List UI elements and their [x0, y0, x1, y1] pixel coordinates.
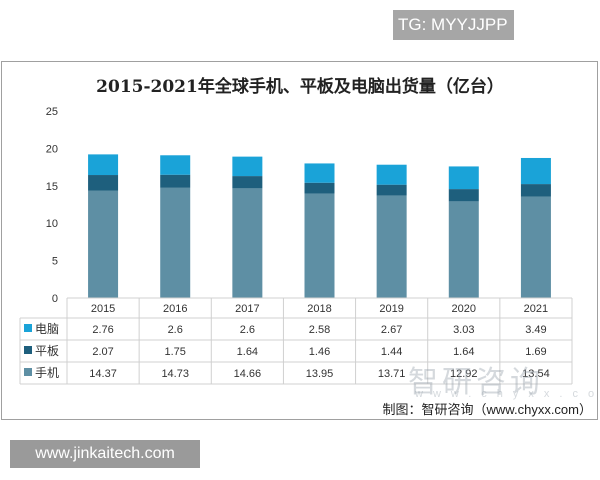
data-label: 1.64 [453, 346, 474, 358]
bar-手机-2020 [448, 201, 479, 298]
y-tick-label: 15 [46, 181, 58, 193]
bar-手机-2021 [520, 196, 551, 298]
bar-电脑-2018 [304, 163, 335, 183]
data-label: 3.49 [525, 324, 546, 336]
watermark: 智研咨询 [408, 365, 544, 400]
chart: 0 5 10 15 20 25 2015 2016 2017 2018 2019 2020 2021 电脑… [19, 106, 573, 385]
y-tick-label: 0 [52, 293, 58, 305]
data-label: 2.76 [92, 324, 113, 336]
x-tick-label: 2016 [163, 303, 187, 315]
data-label: 1.44 [381, 346, 402, 358]
bar-平板-2018 [304, 182, 335, 194]
data-label: 14.66 [234, 368, 262, 380]
bar-电脑-2021 [520, 157, 551, 185]
bar-手机-2016 [160, 187, 191, 298]
data-label: 13.95 [306, 368, 334, 380]
data-label: 2.07 [92, 346, 113, 358]
data-label: 14.73 [161, 368, 189, 380]
y-tick-label: 25 [46, 106, 58, 118]
data-label: 13.54 [522, 368, 550, 380]
x-tick-label: 2018 [307, 303, 331, 315]
bar-手机-2018 [304, 193, 335, 298]
data-label: 12.92 [450, 368, 478, 380]
data-label: 2.67 [381, 324, 402, 336]
data-label: 2.6 [168, 324, 183, 336]
watermark-url: www.chyxx.com [415, 388, 600, 400]
y-tick-label: 5 [52, 256, 58, 268]
bar-电脑-2017 [232, 156, 263, 177]
footer-site: www.jinkaitech.com [10, 440, 200, 468]
bar-电脑-2015 [88, 154, 119, 176]
bar-手机-2015 [88, 190, 119, 298]
bar-电脑-2020 [448, 166, 479, 190]
x-tick-label: 2015 [91, 303, 115, 315]
x-tick-label: 2017 [235, 303, 259, 315]
tg-badge: TG: MYYJJPP [393, 10, 514, 40]
source-note: 制图：智研咨询（www.chyxx.com） [382, 402, 592, 417]
bar-平板-2017 [232, 176, 263, 189]
chart-frame [1, 61, 598, 420]
data-label: 3.03 [453, 324, 474, 336]
legend-label: 平板 [35, 344, 59, 358]
data-label: 1.75 [165, 346, 186, 358]
bar-平板-2020 [448, 189, 479, 202]
data-label: 1.64 [237, 346, 258, 358]
legend-label: 手机 [35, 366, 59, 380]
bar-平板-2016 [160, 174, 191, 188]
data-label: 14.37 [89, 368, 117, 380]
data-label: 1.46 [309, 346, 330, 358]
x-tick-label: 2019 [379, 303, 403, 315]
data-label: 2.6 [240, 324, 255, 336]
bar-手机-2019 [376, 195, 407, 298]
data-label: 2.58 [309, 324, 330, 336]
data-label: 1.69 [525, 346, 546, 358]
x-tick-label: 2020 [452, 303, 476, 315]
bar-平板-2015 [88, 175, 119, 191]
data-label: 13.71 [378, 368, 406, 380]
legend-swatch-平板 [24, 346, 32, 354]
y-tick-label: 10 [46, 218, 58, 230]
bar-手机-2017 [232, 188, 263, 298]
legend-swatch-电脑 [24, 324, 32, 332]
chart-title: 2015-2021年全球手机、平板及电脑出货量（亿台） [96, 77, 504, 97]
bar-电脑-2016 [160, 155, 191, 175]
legend-label: 电脑 [35, 322, 59, 336]
bar-平板-2019 [376, 184, 407, 196]
x-tick-label: 2021 [524, 303, 548, 315]
y-tick-label: 20 [46, 143, 58, 155]
bar-平板-2021 [520, 184, 551, 197]
legend-swatch-手机 [24, 368, 32, 376]
bar-电脑-2019 [376, 164, 407, 185]
